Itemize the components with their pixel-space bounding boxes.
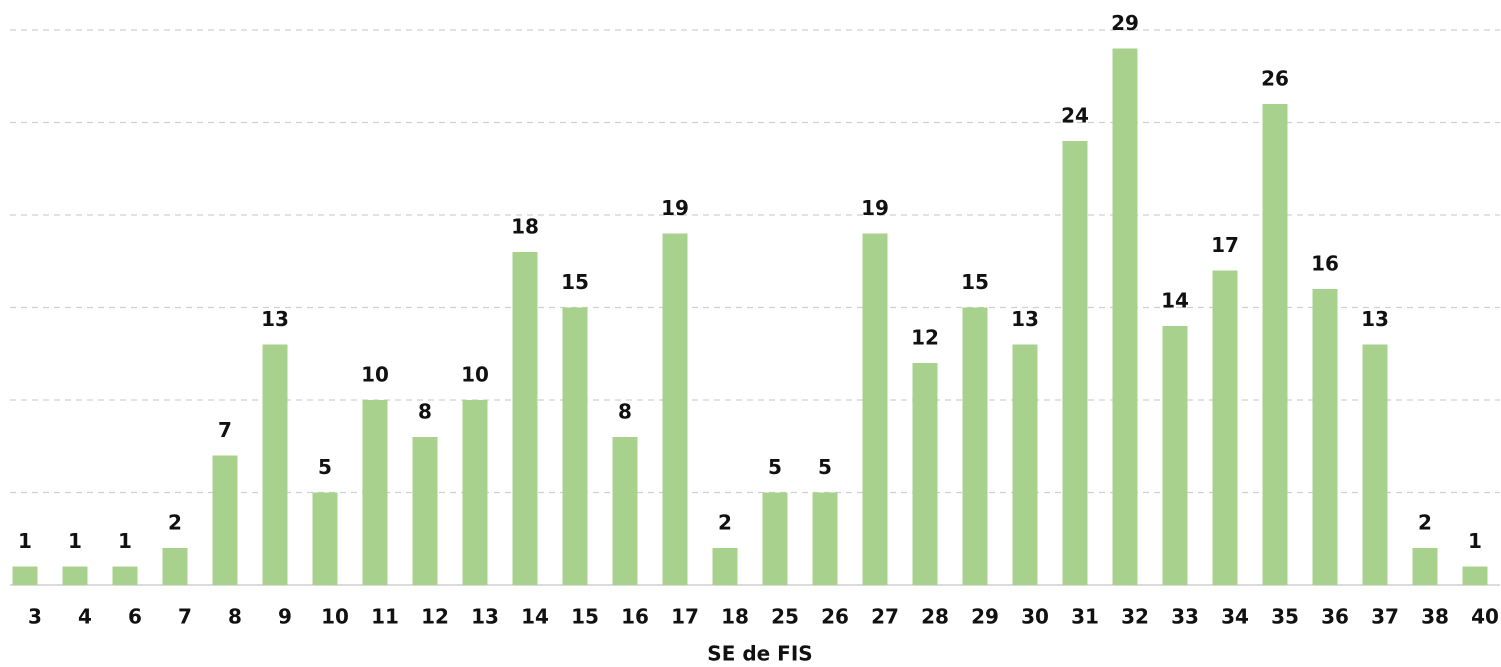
bar: [562, 307, 588, 585]
bar: [862, 233, 888, 585]
bar: [1112, 48, 1138, 585]
data-label: 10: [361, 363, 389, 387]
data-label: 7: [218, 418, 232, 442]
bar: [12, 566, 38, 585]
bar: [212, 455, 238, 585]
bar: [112, 566, 138, 585]
data-label: 29: [1111, 11, 1139, 35]
x-tick-label: 14: [521, 605, 549, 629]
x-tick-label: 17: [671, 605, 699, 629]
x-tick-label: 15: [571, 605, 599, 629]
data-label: 17: [1211, 233, 1239, 257]
x-tick-label: 4: [78, 605, 92, 629]
bar: [512, 252, 538, 585]
bar: [1012, 344, 1038, 585]
x-tick-label: 35: [1271, 605, 1299, 629]
x-tick-label: 28: [921, 605, 949, 629]
data-label: 8: [618, 400, 632, 424]
x-tick-label: 6: [128, 605, 142, 629]
bar: [1262, 104, 1288, 585]
data-label: 19: [861, 196, 889, 220]
data-label: 2: [1418, 511, 1432, 535]
bar: [462, 400, 488, 585]
data-label: 15: [961, 270, 989, 294]
x-tick-label: 18: [721, 605, 749, 629]
data-label: 8: [418, 400, 432, 424]
bar: [162, 548, 188, 585]
data-label: 2: [168, 511, 182, 535]
bar: [362, 400, 388, 585]
x-tick-label: 25: [771, 605, 799, 629]
bar: [1162, 326, 1188, 585]
x-tick-label: 34: [1221, 605, 1249, 629]
x-tick-label: 12: [421, 605, 449, 629]
x-tick-label: 13: [471, 605, 499, 629]
x-tick-label: 40: [1471, 605, 1499, 629]
x-tick-label: 38: [1421, 605, 1449, 629]
data-label: 13: [261, 307, 289, 331]
bar: [262, 344, 288, 585]
x-tick-label: 9: [278, 605, 292, 629]
data-label: 13: [1361, 307, 1389, 331]
data-label: 5: [818, 455, 832, 479]
x-tick-label: 29: [971, 605, 999, 629]
data-label: 16: [1311, 252, 1339, 276]
bar: [962, 307, 988, 585]
data-label: 24: [1061, 104, 1089, 128]
data-label: 19: [661, 196, 689, 220]
bar: [1062, 141, 1088, 585]
bar: [1462, 566, 1488, 585]
data-label: 2: [718, 511, 732, 535]
data-label: 10: [461, 363, 489, 387]
data-label: 5: [318, 455, 332, 479]
data-label: 1: [18, 529, 32, 553]
x-tick-label: 32: [1121, 605, 1149, 629]
bar: [1312, 289, 1338, 585]
data-label: 1: [118, 529, 132, 553]
x-tick-label: 16: [621, 605, 649, 629]
bar: [62, 566, 88, 585]
data-label: 18: [511, 215, 539, 239]
bar: [912, 363, 938, 585]
bar: [612, 437, 638, 585]
data-label: 1: [1468, 529, 1482, 553]
bar: [812, 492, 838, 585]
data-label: 13: [1011, 307, 1039, 331]
data-label: 12: [911, 326, 939, 350]
bar: [312, 492, 338, 585]
x-tick-label: 27: [871, 605, 899, 629]
x-tick-label: 3: [28, 605, 42, 629]
x-tick-label: 30: [1021, 605, 1049, 629]
x-tick-label: 7: [178, 605, 192, 629]
x-tick-label: 36: [1321, 605, 1349, 629]
bar: [1362, 344, 1388, 585]
x-tick-label: 26: [821, 605, 849, 629]
data-label: 5: [768, 455, 782, 479]
x-tick-label: 31: [1071, 605, 1099, 629]
data-label: 14: [1161, 289, 1189, 313]
bar: [1212, 270, 1238, 585]
x-tick-label: 33: [1171, 605, 1199, 629]
bar: [412, 437, 438, 585]
x-axis-label: SE de FIS: [707, 642, 812, 666]
x-tick-label: 11: [371, 605, 399, 629]
bar: [1412, 548, 1438, 585]
bar: [712, 548, 738, 585]
x-tick-label: 10: [321, 605, 349, 629]
bar: [762, 492, 788, 585]
data-label: 26: [1261, 67, 1289, 91]
data-label: 15: [561, 270, 589, 294]
x-tick-label: 37: [1371, 605, 1399, 629]
bar: [662, 233, 688, 585]
x-tick-label: 8: [228, 605, 242, 629]
data-label: 1: [68, 529, 82, 553]
